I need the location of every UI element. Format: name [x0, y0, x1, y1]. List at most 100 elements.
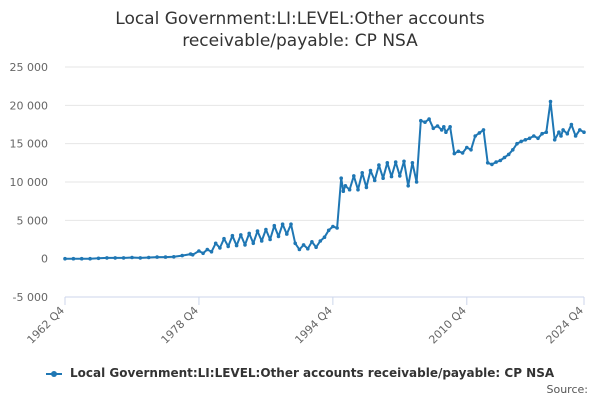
data-point	[385, 161, 390, 165]
data-point	[536, 136, 540, 141]
data-point	[339, 176, 344, 180]
legend-series-label: Local Government:LI:LEVEL:Other accounts…	[70, 366, 555, 380]
data-point	[372, 178, 377, 183]
data-point	[532, 134, 536, 138]
data-point	[280, 222, 285, 226]
data-point	[377, 163, 381, 167]
data-point	[406, 184, 411, 188]
data-point	[498, 158, 503, 163]
data-point	[63, 256, 67, 261]
data-point	[314, 245, 318, 249]
data-point	[544, 130, 549, 134]
data-point	[343, 184, 348, 188]
data-point	[113, 256, 117, 260]
data-point	[452, 151, 457, 156]
legend[interactable]: Local Government:LI:LEVEL:Other accounts…	[0, 366, 600, 380]
data-point	[71, 256, 76, 261]
data-point	[456, 149, 461, 154]
data-point	[213, 241, 218, 246]
data-point	[460, 151, 465, 155]
series-line	[65, 100, 585, 260]
y-tick-label: 0	[41, 253, 48, 266]
data-point	[439, 128, 444, 132]
data-point	[435, 124, 440, 128]
data-point	[163, 255, 168, 259]
data-point	[423, 120, 427, 124]
data-point	[352, 174, 356, 178]
data-point	[444, 130, 448, 134]
data-point	[318, 239, 323, 243]
data-point	[331, 224, 335, 229]
data-point	[569, 122, 574, 127]
data-point	[368, 168, 373, 173]
data-point	[465, 145, 469, 150]
y-tick-label: 15 000	[10, 138, 49, 151]
data-point	[243, 243, 247, 247]
data-point	[301, 243, 306, 247]
data-point	[297, 247, 302, 252]
data-point	[502, 155, 507, 160]
data-point	[341, 189, 346, 193]
data-point	[515, 141, 519, 146]
y-tick-label: 20 000	[10, 99, 49, 112]
data-point	[285, 232, 289, 236]
data-point	[448, 125, 452, 129]
data-point	[519, 139, 523, 144]
x-tick-label: 2024 Q4	[544, 304, 587, 347]
data-point	[130, 255, 134, 260]
data-point	[511, 148, 515, 152]
data-point	[573, 134, 578, 138]
data-point	[410, 161, 415, 165]
data-point	[389, 174, 394, 179]
data-point	[205, 247, 210, 252]
data-point	[209, 250, 214, 254]
y-tick-label: 10 000	[10, 176, 49, 189]
data-point	[469, 148, 473, 152]
chart-title-line-1: Local Government:LI:LEVEL:Other accounts	[115, 9, 485, 29]
data-point	[230, 233, 235, 238]
data-point	[548, 99, 553, 104]
data-point	[582, 130, 586, 134]
data-point	[247, 231, 251, 236]
data-point	[310, 240, 314, 244]
data-point	[557, 130, 561, 134]
data-point	[322, 235, 327, 239]
data-point	[485, 161, 490, 165]
data-point	[431, 126, 436, 131]
data-point	[540, 131, 544, 136]
data-point	[523, 138, 528, 142]
x-tick-label: 1962 Q4	[25, 304, 68, 347]
data-point	[419, 118, 423, 123]
data-point	[347, 187, 352, 192]
data-point	[561, 128, 565, 132]
data-point	[264, 227, 268, 232]
source-credit[interactable]: Source:	[546, 383, 589, 396]
data-point	[306, 246, 310, 251]
data-point	[402, 159, 406, 164]
data-point	[272, 223, 277, 228]
data-point	[477, 131, 482, 135]
data-point	[527, 136, 532, 141]
data-point	[259, 239, 264, 243]
chart-title-line-2: receivable/payable: CP NSA	[182, 31, 418, 51]
data-point	[398, 174, 402, 178]
data-point	[442, 125, 446, 129]
data-point	[335, 226, 339, 230]
data-point	[172, 254, 176, 259]
data-point	[289, 222, 293, 226]
y-tick-label: -5 000	[13, 291, 48, 304]
data-point	[218, 246, 222, 250]
data-point	[552, 138, 557, 142]
data-point	[326, 228, 331, 233]
data-point	[105, 256, 109, 260]
chart-title: Local Government:LI:LEVEL:Other accounts…	[0, 8, 600, 52]
data-point	[276, 234, 281, 239]
data-point	[414, 180, 419, 184]
data-point	[360, 171, 365, 175]
data-point	[146, 255, 151, 260]
data-point	[138, 256, 143, 260]
data-point	[494, 160, 498, 164]
data-point	[481, 128, 486, 132]
data-point	[255, 229, 260, 233]
